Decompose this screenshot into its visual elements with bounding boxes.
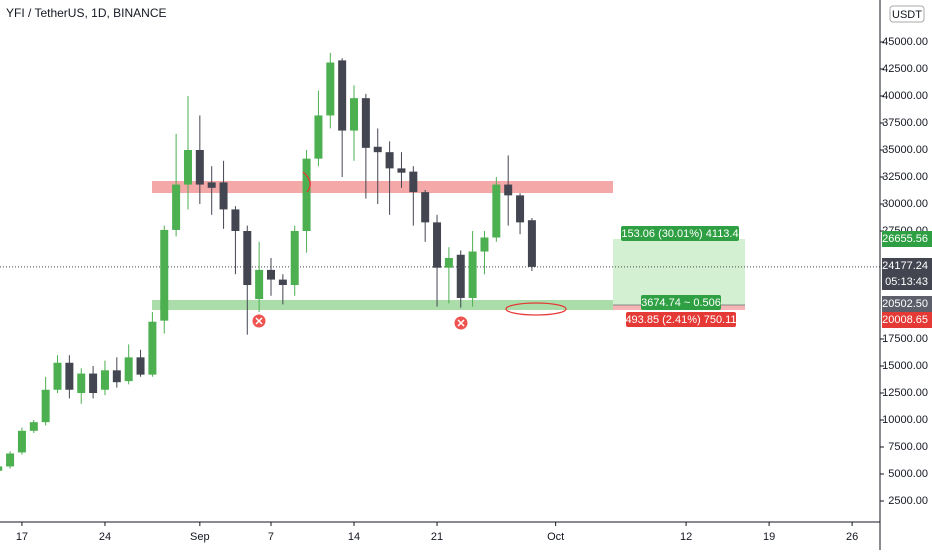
- candle-body: [100, 370, 109, 390]
- x-tick-label: 19: [763, 531, 775, 543]
- x-marker-cross: [255, 317, 263, 325]
- candle-body: [302, 158, 311, 232]
- candle-body: [338, 60, 347, 131]
- candle-body: [373, 146, 382, 153]
- candle-body: [456, 254, 465, 298]
- x-tick-label: 7: [268, 531, 274, 543]
- axis-label: 20502.50: [882, 298, 928, 310]
- candle-body: [89, 373, 98, 393]
- candle-body: [516, 195, 525, 223]
- candle-body: [148, 321, 157, 375]
- candle-body: [433, 222, 442, 268]
- support-zone: [152, 300, 613, 310]
- axis-label: 26655.56: [882, 233, 928, 245]
- y-tick-label: 30000.00: [882, 198, 928, 210]
- candle-body: [0, 466, 3, 471]
- profit-zone: [613, 239, 745, 305]
- candle-body: [243, 231, 252, 286]
- candle-body: [480, 237, 489, 252]
- y-tick-label: 2500.00: [888, 495, 928, 507]
- candle-body: [183, 150, 192, 185]
- candle-body: [17, 430, 26, 453]
- candle-body: [409, 171, 418, 193]
- candle-body: [136, 357, 145, 375]
- candle-body: [266, 269, 275, 280]
- candle-body: [255, 269, 264, 300]
- candle-body: [527, 220, 536, 267]
- y-tick-label: 10000.00: [882, 414, 928, 426]
- candle-body: [65, 362, 74, 390]
- loss-label: 493.85 (2.41%) 750.11: [625, 314, 736, 326]
- candle-body: [314, 115, 323, 159]
- candle-body: [29, 422, 38, 431]
- candle-body: [124, 357, 133, 382]
- profit-label-box: [621, 226, 739, 241]
- x-tick-label: 21: [431, 531, 443, 543]
- marker-ellipse: [505, 302, 567, 316]
- entry-label: 3674.74 ~ 0.506: [641, 297, 721, 309]
- candle-body: [278, 279, 287, 286]
- axis-label-box: [882, 296, 932, 312]
- candle-body: [421, 192, 430, 223]
- x-tick-label: 12: [680, 531, 692, 543]
- chart-title: YFI / TetherUS, 1D, BINANCE: [6, 6, 167, 20]
- candle-body: [444, 258, 453, 268]
- x-tick-label: Sep: [190, 531, 210, 543]
- y-tick-label: 35000.00: [882, 144, 928, 156]
- loss-label-box: [626, 312, 736, 327]
- candle-body: [219, 182, 228, 210]
- candle-body: [41, 389, 50, 423]
- y-tick-label: 45000.00: [882, 36, 928, 48]
- candle-body: [77, 373, 86, 393]
- candle-body: [231, 209, 240, 232]
- marker-stroke: [302, 171, 311, 193]
- axis-label: 20008.65: [882, 314, 928, 326]
- candle-body: [195, 150, 204, 185]
- axis-label-box: [882, 231, 932, 247]
- x-tick-label: 24: [99, 531, 111, 543]
- y-tick-label: 17500.00: [882, 333, 928, 345]
- currency[interactable]: USDT: [892, 9, 922, 21]
- candle-body: [290, 231, 299, 286]
- candle-body: [207, 182, 216, 188]
- y-tick-label: 5000.00: [888, 468, 928, 480]
- y-tick-label: 7500.00: [888, 441, 928, 453]
- currency-button[interactable]: [889, 5, 925, 23]
- y-tick-label: 37500.00: [882, 117, 928, 129]
- candle-body: [504, 184, 513, 196]
- y-tick-label: 12500.00: [882, 387, 928, 399]
- y-tick-label: 42500.00: [882, 63, 928, 75]
- candle-body: [112, 370, 121, 383]
- x-tick-label: 17: [16, 531, 28, 543]
- profit-label: 6153.06 (30.01%) 4113.45: [615, 228, 744, 240]
- candle-body: [160, 229, 169, 321]
- candle-body: [326, 62, 335, 116]
- y-tick-label: 32500.00: [882, 171, 928, 183]
- y-tick-label: 40000.00: [882, 90, 928, 102]
- entry-label-box: [641, 295, 721, 310]
- x-tick-label: 26: [846, 531, 858, 543]
- candle-body: [6, 453, 15, 467]
- x-tick-label: 14: [348, 531, 360, 543]
- axis-label: 24177.24: [882, 260, 928, 272]
- axis-label: 05:13:43: [885, 276, 928, 288]
- candle-body: [385, 152, 394, 169]
- candle-body: [53, 362, 62, 390]
- candle-body: [350, 98, 359, 131]
- x-tick-label: Oct: [547, 531, 564, 543]
- axis-label-box: [882, 258, 932, 290]
- x-marker-cross: [457, 319, 465, 327]
- candle-body: [468, 251, 477, 298]
- candle-body: [361, 98, 370, 148]
- axis-label-box: [882, 312, 932, 328]
- candle-body: [172, 184, 181, 230]
- candle-body: [492, 184, 501, 238]
- candle-body: [397, 168, 406, 173]
- y-tick-label: 15000.00: [882, 360, 928, 372]
